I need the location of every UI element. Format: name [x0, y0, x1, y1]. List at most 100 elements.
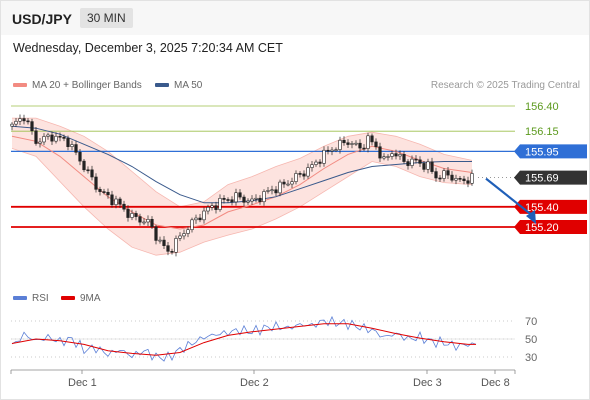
candle-body: [238, 192, 242, 198]
candle-body: [294, 173, 298, 182]
candle-body: [154, 226, 158, 241]
candle-body: [338, 139, 342, 150]
candle-body: [142, 221, 146, 224]
candle-body: [186, 229, 190, 234]
candle-body: [226, 199, 230, 201]
rsi-tick-70: 70: [525, 316, 537, 328]
candle-body: [242, 196, 246, 203]
candle-body: [106, 191, 110, 196]
rsi-ma9-line: [11, 323, 476, 356]
candle-body: [390, 153, 394, 157]
bollinger-band-area: [12, 118, 472, 256]
candle-body: [246, 200, 250, 203]
candle-body: [134, 213, 138, 217]
candle-body: [98, 189, 102, 192]
level-label-155-20: 155.20: [525, 222, 559, 234]
candle-body: [174, 238, 178, 253]
candle-body: [266, 190, 270, 192]
candle-body: [450, 174, 454, 181]
candle-body: [362, 147, 366, 150]
candle-body: [330, 149, 334, 152]
forecast-arrow-shaft: [485, 177, 534, 217]
rsi-tick-50: 50: [525, 334, 537, 346]
candle-body: [70, 144, 74, 147]
candle-body: [358, 142, 362, 149]
candle-body: [370, 135, 374, 143]
candle-body: [218, 197, 222, 210]
candle-body: [146, 219, 150, 223]
candle-body: [458, 178, 462, 180]
timeframe-button[interactable]: 30 MIN: [80, 8, 133, 28]
candle-body: [258, 197, 262, 203]
candle-body: [406, 161, 410, 166]
candle-body: [58, 135, 62, 138]
candle-body: [310, 164, 314, 168]
level-label-155-40: 155.40: [525, 202, 559, 214]
copyright-label: Research © 2025 Trading Central: [430, 80, 580, 91]
candle-body: [206, 207, 210, 212]
level-tag-155-95: [514, 144, 587, 159]
candle-body: [198, 217, 202, 221]
candle-body: [470, 173, 474, 184]
level-tag-155-20: [514, 220, 587, 234]
candle-body: [430, 161, 434, 172]
candle-body: [274, 189, 278, 194]
bollinger-lower-line: [11, 148, 473, 256]
x-label-0: Dec 1: [68, 377, 97, 389]
candle-body: [94, 176, 98, 190]
rsi-label: RSI: [32, 293, 49, 304]
candle-body: [82, 160, 86, 171]
candle-body: [54, 135, 58, 142]
level-label-155-95: 155.95: [525, 146, 559, 158]
candle-body: [270, 189, 274, 192]
candle-body: [170, 251, 174, 253]
level-label-155-69: 155.69: [525, 173, 559, 185]
candle-body: [50, 134, 54, 142]
candle-body: [366, 135, 370, 149]
candle-body: [74, 144, 78, 153]
candle-body: [322, 149, 326, 164]
candle-body: [350, 143, 354, 145]
datetime-label: Wednesday, December 3, 2025 7:20:34 AM C…: [13, 41, 283, 55]
candle-body: [442, 170, 446, 179]
candle-body: [110, 194, 114, 206]
candle-body: [118, 198, 122, 205]
candle-body: [178, 235, 182, 239]
candle-body: [454, 178, 458, 181]
candle-body: [182, 233, 186, 237]
candle-body: [278, 181, 282, 194]
candle-body: [26, 120, 30, 123]
candle-body: [346, 142, 350, 145]
candle-body: [18, 118, 22, 122]
header-bar: USD/JPY 30 MIN: [1, 1, 589, 35]
candle-body: [254, 197, 258, 200]
level-label-156-40: 156.40: [525, 101, 559, 113]
level-tag-155-69: [514, 170, 587, 185]
candle-body: [214, 205, 218, 210]
symbol-label: USD/JPY: [12, 11, 72, 27]
ma50-swatch: [155, 83, 169, 88]
candle-body: [14, 120, 18, 125]
candle-body: [354, 142, 358, 145]
candle-body: [414, 158, 418, 161]
bollinger-label: MA 20 + Bollinger Bands: [32, 80, 142, 91]
bollinger-upper-line: [12, 117, 473, 208]
candle-body: [466, 180, 470, 184]
candle-body: [378, 146, 382, 159]
ma50-line: [11, 125, 472, 204]
candle-body: [234, 192, 238, 203]
candle-body: [46, 134, 50, 137]
candle-body: [426, 161, 430, 170]
candle-body: [22, 118, 26, 122]
forecast-arrow-head: [526, 209, 536, 224]
candle-body: [250, 198, 254, 202]
candle-body: [286, 183, 290, 186]
candle-body: [298, 173, 302, 175]
candle-body: [34, 130, 38, 144]
ma50-label: MA 50: [174, 80, 203, 91]
candle-body: [438, 177, 442, 180]
candle-body: [102, 191, 106, 193]
ma9-label: 9MA: [80, 293, 101, 304]
candle-body: [202, 210, 206, 221]
